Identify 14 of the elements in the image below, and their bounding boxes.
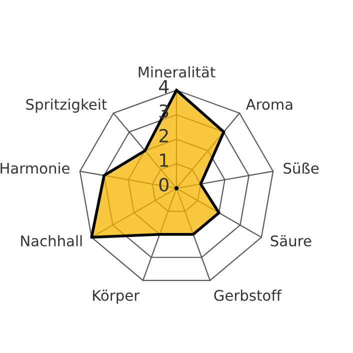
spoke-label: Säure [270, 235, 312, 246]
spoke-label: Körper [93, 290, 140, 304]
y-tick-label: 2 [159, 128, 168, 142]
y-tick-label: 4 [159, 80, 169, 94]
y-tick-label: 0 [159, 178, 168, 192]
spoke-label: Spritzigkeit [26, 98, 107, 113]
y-tick-label: 1 [160, 154, 168, 167]
spoke-label: Nachhall [21, 235, 82, 246]
spoke-label: Gerbstoff [214, 290, 282, 301]
spoke-label: Mineralität [138, 66, 216, 78]
spoke-label: Aroma [246, 99, 292, 110]
spoke-label: Süße [284, 162, 319, 174]
spoke-label: Harmonie [0, 162, 70, 174]
y-tick-label: 3 [160, 104, 168, 118]
